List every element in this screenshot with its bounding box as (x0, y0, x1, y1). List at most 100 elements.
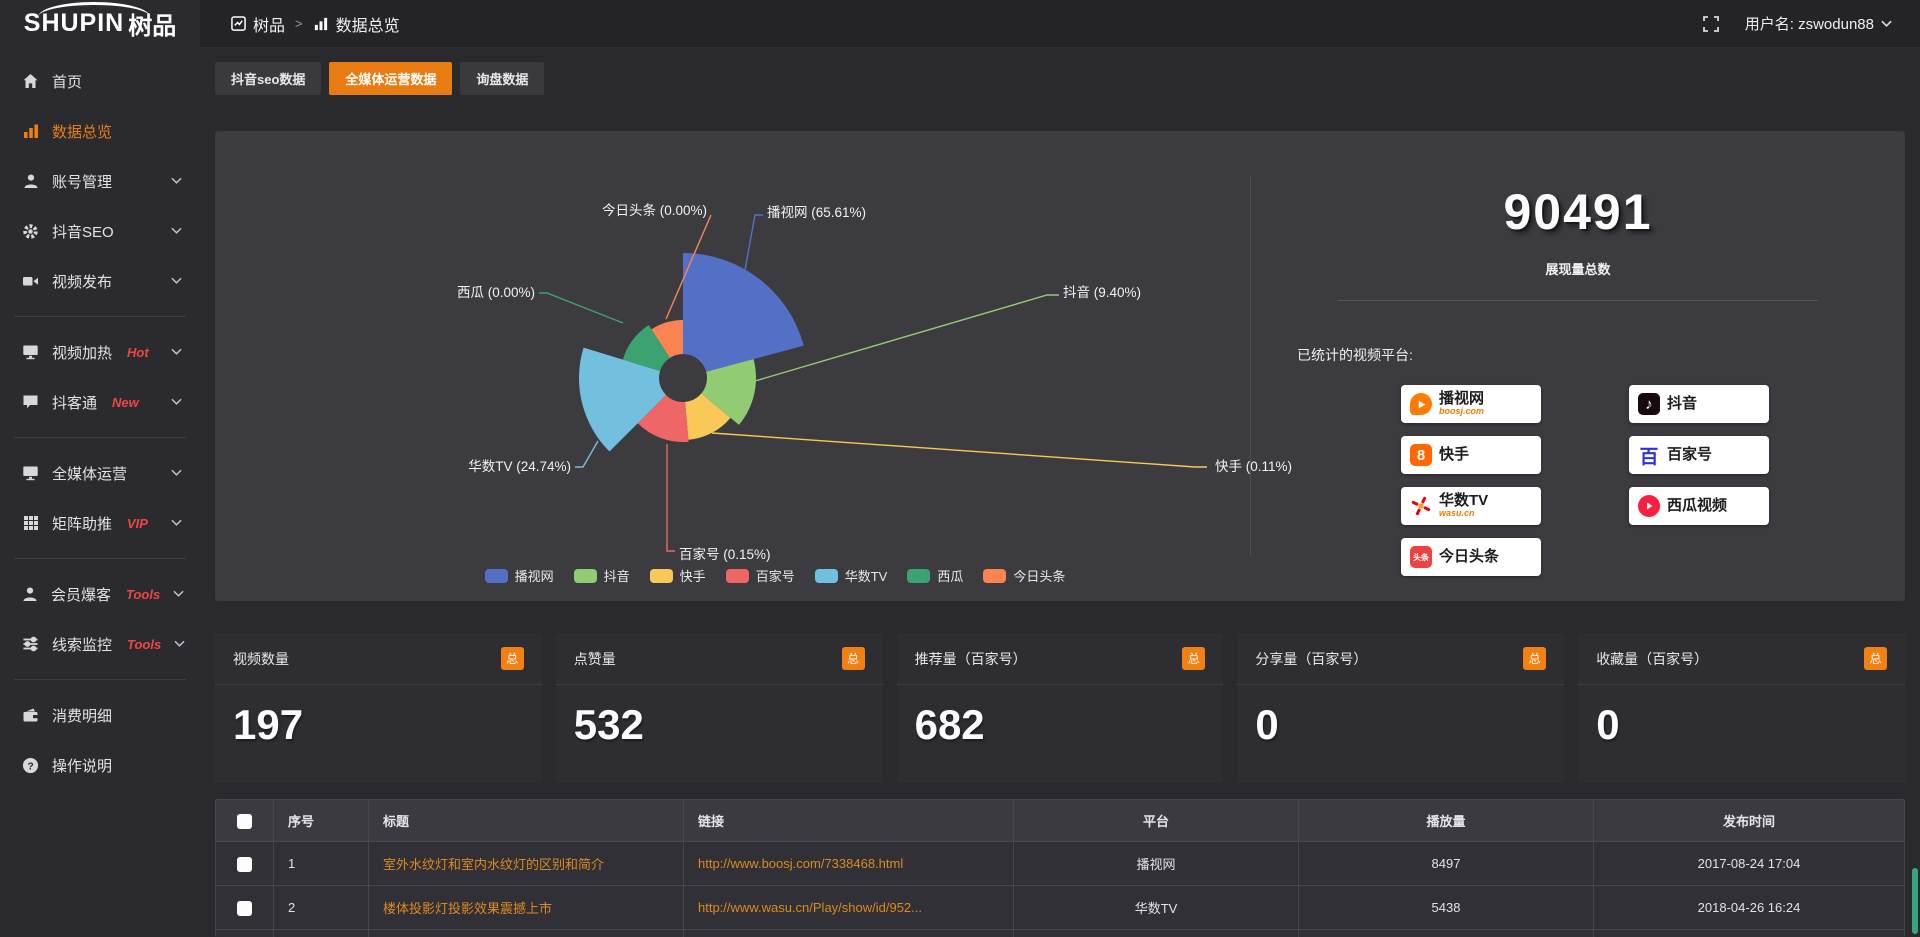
legend-label: 百家号 (756, 566, 795, 585)
chevron-down-icon (171, 348, 182, 356)
tab-0[interactable]: 抖音seo数据 (215, 62, 321, 95)
select-all-checkbox[interactable] (237, 814, 252, 829)
kuaishou-logo-icon: 8 (1410, 444, 1432, 466)
legend-item-抖音[interactable]: 抖音 (574, 566, 630, 585)
sidebar-item-video-publish[interactable]: 视频发布 (0, 256, 200, 306)
legend-item-快手[interactable]: 快手 (650, 566, 706, 585)
pie-label-line-西瓜 (539, 293, 623, 323)
legend-swatch (726, 569, 749, 583)
breadcrumb: 树品 > 数据总览 (230, 12, 400, 36)
sidebar-item-label: 线索监控 (52, 634, 112, 655)
question-icon: ? (22, 757, 39, 774)
platform-name: 西瓜视频 (1667, 498, 1727, 514)
legend-item-百家号[interactable]: 百家号 (726, 566, 795, 585)
platform-name: 抖音 (1667, 396, 1697, 412)
legend-label: 华数TV (845, 566, 888, 585)
bar-chart-icon (22, 123, 39, 140)
fullscreen-icon[interactable] (1703, 16, 1719, 32)
pie-label-华数TV: 华数TV (24.74%) (468, 459, 571, 474)
cell-url-link[interactable]: http://www.wasu.cn/Play/show/id/952... (684, 886, 1014, 930)
breadcrumb-root-label: 树品 (253, 12, 285, 36)
row-checkbox[interactable] (237, 901, 252, 916)
scrollbar-thumb[interactable] (1912, 868, 1918, 934)
overview-panel: 播视网 (65.61%)抖音 (9.40%)快手 (0.11%)百家号 (0.1… (215, 131, 1905, 601)
pie-label-line-华数TV (575, 441, 598, 467)
sidebar-item-label: 矩阵助推 (52, 513, 112, 534)
stat-card-title: 推荐量（百家号） (915, 649, 1027, 669)
pie-label-今日头条: 今日头条 (0.00%) (602, 202, 707, 218)
legend-swatch (983, 569, 1006, 583)
sidebar-item-douyin-seo[interactable]: 抖音SEO (0, 206, 200, 256)
breadcrumb-current-label: 数据总览 (336, 12, 400, 36)
breadcrumb-current[interactable]: 数据总览 (313, 12, 400, 36)
cell-title-link[interactable]: 室外水纹灯和室内水纹灯的区别和简介 (369, 842, 684, 886)
legend-item-播视网[interactable]: 播视网 (485, 566, 554, 585)
sidebar-item-expense-detail[interactable]: 消费明细 (0, 690, 200, 740)
cell-title-link[interactable]: 楼体投影灯投影效果震撼上市 (369, 886, 684, 930)
cell-no: 1 (274, 842, 369, 886)
tab-2[interactable]: 询盘数据 (460, 62, 544, 95)
sidebar-item-label: 操作说明 (52, 755, 112, 776)
gear-icon (22, 223, 39, 240)
chevron-down-icon (171, 227, 182, 235)
stat-card-header: 收藏量（百家号）总 (1578, 633, 1905, 685)
platform-name: 播视网 (1439, 391, 1484, 407)
legend-item-西瓜[interactable]: 西瓜 (907, 566, 963, 585)
tab-1[interactable]: 全媒体运营数据 (329, 62, 452, 95)
chevron-down-icon (171, 398, 182, 406)
user-menu[interactable]: 用户名: zswodun88 (1745, 13, 1892, 34)
wallet-icon (22, 707, 39, 724)
sidebar-item-operation-guide[interactable]: ? 操作说明 (0, 740, 200, 790)
sidebar-divider (14, 558, 186, 559)
chevron-down-icon (171, 519, 182, 527)
row-checkbox[interactable] (237, 857, 252, 872)
chevron-down-icon (174, 640, 185, 648)
pie-label-百家号: 百家号 (0.15%) (679, 546, 771, 562)
stat-card-value: 0 (1237, 685, 1564, 765)
sidebar-item-home[interactable]: 首页 (0, 56, 200, 106)
platform-badge-baijiahao: 百百家号 (1629, 436, 1769, 474)
sidebar-item-account-manage[interactable]: 账号管理 (0, 156, 200, 206)
sidebar-item-label: 首页 (52, 71, 82, 92)
pie-sector-播视网[interactable] (683, 253, 804, 372)
total-impressions-value: 90491 (1251, 183, 1905, 241)
sliders-icon (22, 636, 39, 653)
total-impressions-label: 展现量总数 (1251, 259, 1905, 278)
cell-url-link[interactable]: http://www.boosj.com/7338468.html (684, 842, 1014, 886)
sidebar-item-label: 会员爆客 (51, 584, 111, 605)
rose-chart: 播视网 (65.61%)抖音 (9.40%)快手 (0.11%)百家号 (0.1… (215, 141, 1335, 571)
platforms-label: 已统计的视频平台: (1297, 345, 1905, 365)
breadcrumb-root[interactable]: 树品 (230, 12, 285, 36)
sidebar-item-data-overview[interactable]: 数据总览 (0, 106, 200, 156)
cell-plays: 5438 (1299, 886, 1594, 930)
platform-badge-xigua: 西瓜视频 (1629, 487, 1769, 525)
stat-card-title: 点赞量 (574, 649, 616, 669)
stat-card-title: 分享量（百家号） (1255, 649, 1367, 669)
sidebar-badge-new: New (112, 395, 139, 410)
sidebar-item-matrix-boost[interactable]: 矩阵助推 VIP (0, 498, 200, 548)
platform-name: 百家号 (1667, 447, 1712, 463)
cell-published: 2017-08-24 17:04 (1594, 842, 1905, 886)
video-camera-icon (22, 273, 39, 290)
monitor-icon (22, 344, 39, 361)
legend-item-今日头条[interactable]: 今日头条 (983, 566, 1065, 585)
summary-divider (1338, 300, 1818, 301)
sidebar-item-omni-media[interactable]: 全媒体运营 (0, 448, 200, 498)
legend-swatch (815, 569, 838, 583)
sidebar-item-label: 数据总览 (52, 121, 112, 142)
bar-chart-icon (313, 15, 330, 32)
column-header-5: 发布时间 (1594, 800, 1905, 842)
legend-item-华数TV[interactable]: 华数TV (815, 566, 888, 585)
sidebar-badge-vip: VIP (127, 516, 148, 531)
cell-no: 2 (274, 886, 369, 930)
rose-chart-zone: 播视网 (65.61%)抖音 (9.40%)快手 (0.11%)百家号 (0.1… (215, 131, 1250, 601)
